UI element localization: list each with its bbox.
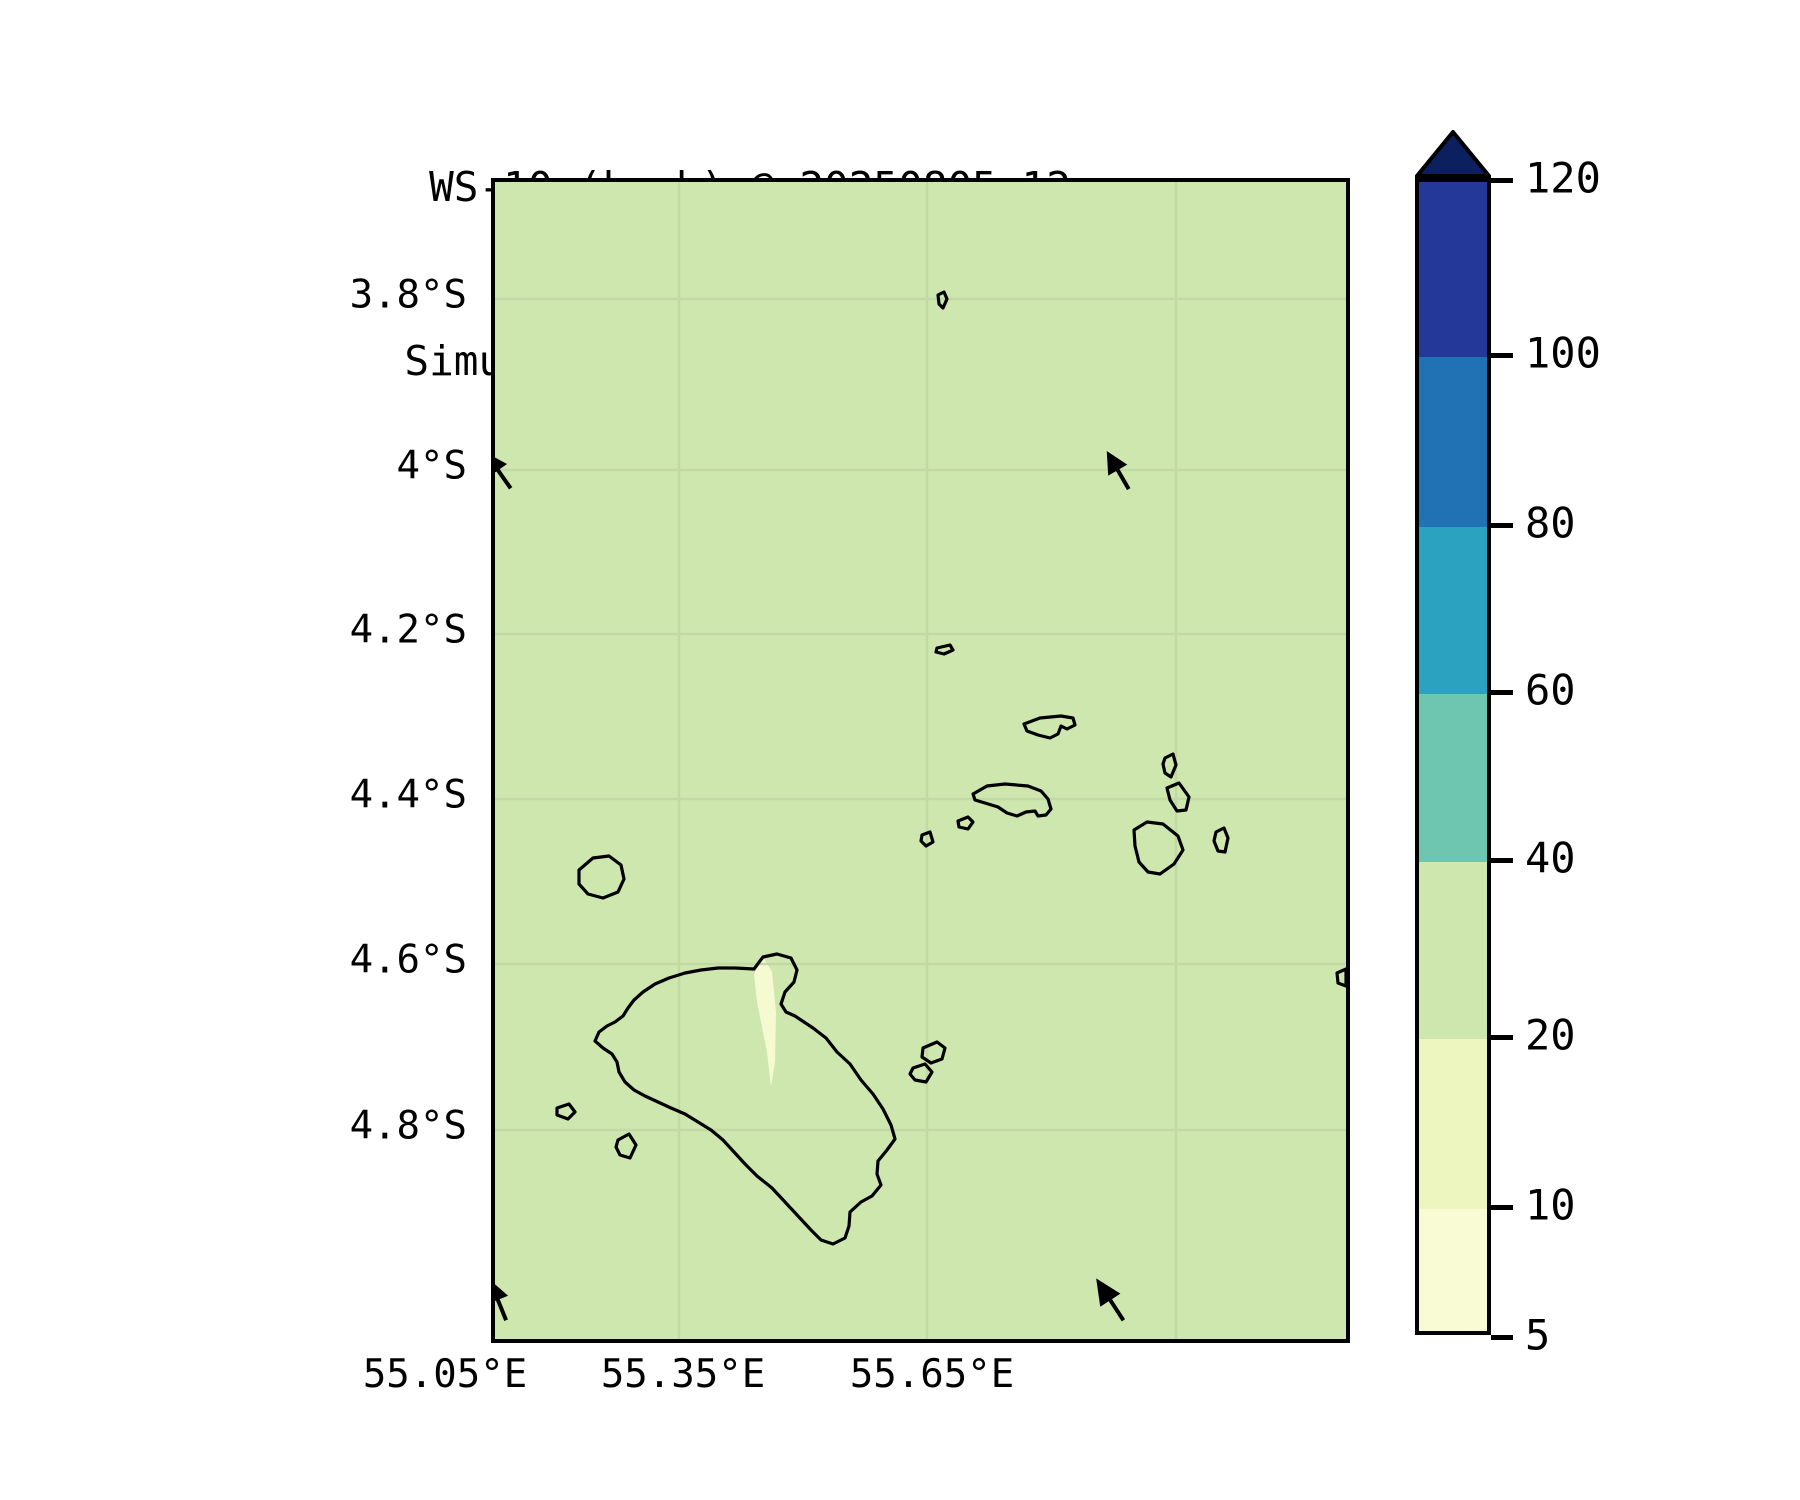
colorbar-tick-label-120: 120: [1525, 153, 1601, 203]
islet-cousin: [956, 815, 975, 831]
coastline-layer: [555, 290, 1346, 1246]
colorbar-tick-label-100: 100: [1525, 328, 1601, 378]
islet-felicite: [1161, 752, 1178, 779]
colorbar-segment-60-80: [1419, 527, 1487, 694]
islet-cerf: [908, 1062, 934, 1084]
colorbar-tick-label-20: 20: [1525, 1010, 1576, 1060]
island-denis: [936, 290, 949, 310]
map-vector-layer: [495, 182, 1346, 1339]
colorbar-tick-20: [1491, 1035, 1513, 1040]
island-mahe: [593, 952, 897, 1246]
islet-east-edge: [1335, 967, 1346, 988]
xtick-label-55.35E: 55.35°E: [600, 1352, 766, 1397]
ytick-label-4S: 4°S: [396, 443, 467, 489]
islet-ste-anne: [920, 1040, 947, 1065]
colorbar-tick-100: [1491, 353, 1513, 358]
islet-marianne: [1165, 781, 1191, 813]
island-aride: [934, 643, 955, 656]
xtick-label-55.65E: 55.65°E: [849, 1352, 1015, 1397]
colorbar-extend-max-triangle: [1415, 130, 1491, 178]
colorbar-segment-80-100: [1419, 357, 1487, 527]
colorbar-gradient: [1415, 178, 1491, 1335]
wind-arrow-se: [1096, 1278, 1126, 1322]
colorbar-segment-20-40: [1419, 862, 1487, 1039]
ytick-label-4.4S: 4.4°S: [349, 772, 467, 818]
colorbar-segment-40-60: [1419, 694, 1487, 862]
colorbar-tick-80: [1491, 523, 1513, 528]
islet-conception: [614, 1132, 638, 1160]
colorbar-tick-label-80: 80: [1525, 498, 1576, 548]
xtick-label-55.05E: 55.05°E: [362, 1352, 528, 1397]
colorbar-tick-label-40: 40: [1525, 833, 1576, 883]
wind-arrow-ne: [1106, 451, 1131, 491]
colorbar-tick-120: [1491, 178, 1513, 183]
ytick-label-4.2S: 4.2°S: [349, 607, 467, 653]
wind-arrow-sw: [495, 1279, 509, 1321]
ytick-label-4.8S: 4.8°S: [349, 1103, 467, 1149]
colorbar[interactable]: 120 100 80 60 40 20 10 5: [1415, 130, 1601, 1360]
island-curieuse: [1022, 714, 1077, 740]
colorbar-tick-60: [1491, 690, 1513, 695]
ytick-label-4.6S: 4.6°S: [349, 937, 467, 983]
map-plot-area[interactable]: [491, 178, 1350, 1343]
islet-grande-soeur: [1212, 826, 1230, 854]
colorbar-tick-5: [1491, 1335, 1513, 1340]
island-praslin: [971, 782, 1053, 818]
island-la-digue: [1132, 820, 1185, 876]
colorbar-tick-label-60: 60: [1525, 665, 1576, 715]
islet-therese: [555, 1102, 577, 1121]
island-silhouette: [577, 854, 626, 900]
map-gridlines: [495, 182, 1346, 1339]
colorbar-tick-label-5: 5: [1525, 1310, 1551, 1360]
wind-vector-layer: [495, 451, 1131, 1322]
colorbar-segment-10-20: [1419, 1039, 1487, 1209]
wind-arrow-nw: [495, 452, 513, 490]
colorbar-tick-10: [1491, 1205, 1513, 1210]
colorbar-segment-100-120: [1419, 182, 1487, 357]
colorbar-tick-label-10: 10: [1525, 1180, 1576, 1230]
windspeed-contour-patch: [754, 957, 776, 1087]
islet-cousine: [919, 830, 935, 848]
colorbar-segment-5-10: [1419, 1209, 1487, 1331]
colorbar-tick-40: [1491, 858, 1513, 863]
ytick-label-3.8S: 3.8°S: [349, 272, 467, 318]
